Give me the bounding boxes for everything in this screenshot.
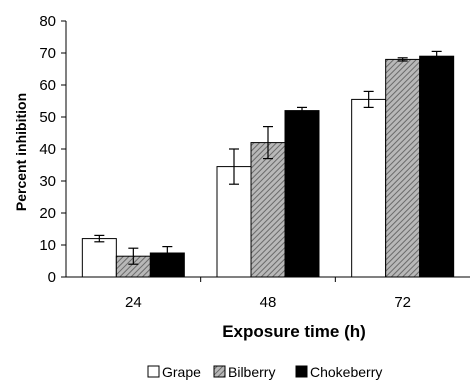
bar-chokeberry-48 [284, 110, 320, 278]
legend-label-grape: Grape [162, 364, 201, 380]
bar-chokeberry-72 [419, 55, 455, 278]
bar-bilberry-72 [385, 58, 421, 278]
x-tick-labels: 24 48 72 [125, 294, 411, 311]
y-tick-label: 50 [39, 109, 56, 126]
bar-grape-72 [351, 98, 387, 278]
y-tick-label: 70 [39, 45, 56, 62]
x-tick-label: 24 [125, 294, 142, 311]
bar-chokeberry-24 [149, 252, 185, 278]
error-bars [94, 50, 442, 265]
y-axis-title: Percent inhibition [13, 93, 29, 211]
bars [81, 55, 455, 278]
y-tick-label: 80 [39, 13, 56, 30]
x-tick-label: 72 [394, 294, 411, 311]
y-tick-label: 60 [39, 77, 56, 94]
bar-grape-24 [81, 238, 117, 278]
y-tick-label: 0 [48, 269, 56, 286]
y-tick-label: 20 [39, 205, 56, 222]
legend-label-bilberry: Bilberry [228, 364, 275, 380]
legend-swatch-bilberry [213, 365, 226, 378]
legend-swatch-chokeberry [295, 365, 308, 378]
x-tick-label: 48 [260, 294, 277, 311]
y-tick-label: 30 [39, 173, 56, 190]
legend-label-chokeberry: Chokeberry [310, 364, 382, 380]
y-tick-label: 40 [39, 141, 56, 158]
y-tick-labels: 0 10 20 30 40 50 60 70 80 [39, 13, 56, 286]
bar-grape-48 [216, 166, 252, 278]
x-axis-title: Exposure time (h) [222, 322, 366, 341]
y-tick-label: 10 [39, 237, 56, 254]
legend: Grape Bilberry Chokeberry [147, 364, 382, 380]
bar-bilberry-48 [250, 142, 286, 278]
legend-swatch-grape [147, 365, 160, 378]
